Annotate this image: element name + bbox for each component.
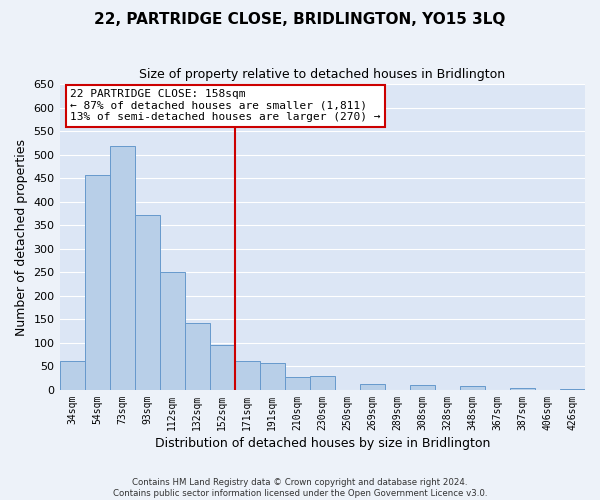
Text: 22 PARTRIDGE CLOSE: 158sqm
← 87% of detached houses are smaller (1,811)
13% of s: 22 PARTRIDGE CLOSE: 158sqm ← 87% of deta… xyxy=(70,89,380,122)
Bar xyxy=(560,389,585,390)
Bar xyxy=(160,272,185,390)
Bar xyxy=(285,378,310,390)
Text: Contains HM Land Registry data © Crown copyright and database right 2024.
Contai: Contains HM Land Registry data © Crown c… xyxy=(113,478,487,498)
Bar xyxy=(410,385,435,390)
Bar xyxy=(510,388,535,390)
Bar xyxy=(185,323,209,390)
X-axis label: Distribution of detached houses by size in Bridlington: Distribution of detached houses by size … xyxy=(155,437,490,450)
Title: Size of property relative to detached houses in Bridlington: Size of property relative to detached ho… xyxy=(139,68,505,80)
Bar xyxy=(460,386,485,390)
Bar xyxy=(59,361,85,390)
Bar xyxy=(235,361,260,390)
Bar xyxy=(260,362,285,390)
Bar xyxy=(85,175,110,390)
Bar xyxy=(360,384,385,390)
Bar xyxy=(110,146,134,390)
Text: 22, PARTRIDGE CLOSE, BRIDLINGTON, YO15 3LQ: 22, PARTRIDGE CLOSE, BRIDLINGTON, YO15 3… xyxy=(94,12,506,28)
Y-axis label: Number of detached properties: Number of detached properties xyxy=(15,138,28,336)
Bar xyxy=(134,215,160,390)
Bar xyxy=(209,346,235,390)
Bar xyxy=(310,376,335,390)
